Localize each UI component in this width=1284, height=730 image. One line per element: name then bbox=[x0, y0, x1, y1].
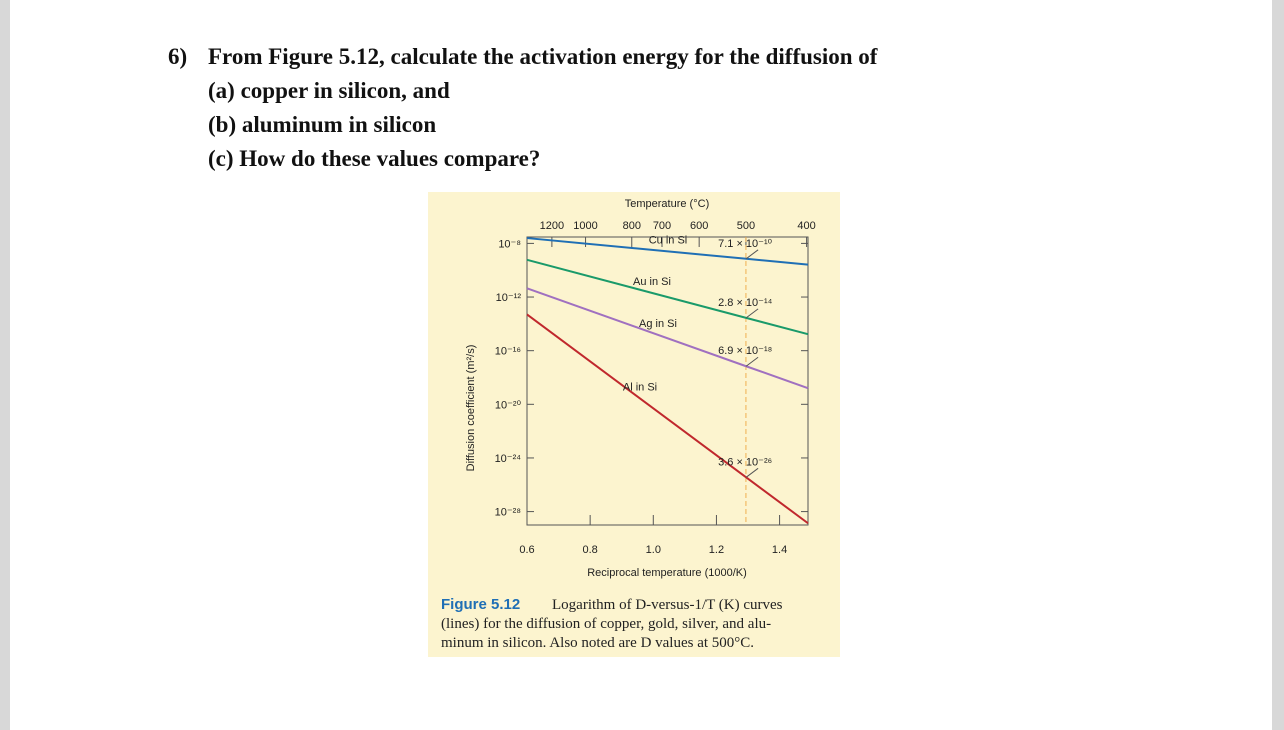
x-tick-label: 1.0 bbox=[646, 544, 661, 556]
series-line bbox=[526, 287, 809, 390]
value-pointer bbox=[745, 308, 759, 319]
x2-tick-label: 1200 bbox=[540, 220, 564, 232]
x2-tick-label: 400 bbox=[797, 220, 815, 232]
question-line: (a) copper in silicon, and bbox=[208, 78, 450, 103]
series-label: Cu in Si bbox=[649, 234, 688, 246]
value-pointer bbox=[745, 249, 759, 260]
caption-label: Figure 5.12 bbox=[441, 596, 520, 613]
y-tick-label: 10⁻¹² bbox=[496, 292, 522, 304]
x-tick-label: 0.6 bbox=[519, 544, 534, 556]
value-pointer bbox=[745, 467, 759, 478]
y-tick-label: 10⁻²⁴ bbox=[495, 453, 522, 465]
series-label: Au in Si bbox=[633, 276, 671, 288]
figure-background bbox=[428, 192, 840, 657]
y-axis-label: Diffusion coefficient (m²/s) bbox=[465, 345, 477, 472]
y-tick-label: 10⁻⁸ bbox=[498, 238, 521, 250]
left-border bbox=[0, 0, 10, 730]
question-line: (c) How do these values compare? bbox=[208, 146, 540, 171]
x-tick-label: 0.8 bbox=[582, 544, 597, 556]
question-line: (b) aluminum in silicon bbox=[208, 112, 436, 137]
series-label: Ag in Si bbox=[639, 318, 677, 330]
x2-axis-label: Temperature (°C) bbox=[625, 198, 709, 210]
value-pointer bbox=[745, 356, 759, 367]
value-label: 2.8 × 10⁻¹⁴ bbox=[718, 297, 773, 309]
right-border bbox=[1272, 0, 1284, 730]
x-axis-label: Reciprocal temperature (1000/K) bbox=[587, 567, 747, 579]
x2-tick-label: 500 bbox=[737, 220, 755, 232]
caption-line: minum in silicon. Also noted are D value… bbox=[441, 635, 754, 651]
x-tick-label: 1.4 bbox=[772, 544, 787, 556]
value-label: 6.9 × 10⁻¹⁸ bbox=[718, 345, 772, 357]
x2-tick-label: 700 bbox=[653, 220, 671, 232]
x2-tick-label: 1000 bbox=[573, 220, 597, 232]
caption-line: (lines) for the diffusion of copper, gol… bbox=[441, 616, 771, 632]
y-tick-label: 10⁻¹⁶ bbox=[495, 346, 521, 358]
x2-tick-label: 600 bbox=[690, 220, 708, 232]
plot-frame bbox=[526, 236, 809, 526]
y-tick-label: 10⁻²⁸ bbox=[495, 507, 521, 519]
question-number: 6) bbox=[168, 44, 187, 69]
question-line: From Figure 5.12, calculate the activati… bbox=[208, 44, 878, 69]
x2-tick-label: 800 bbox=[623, 220, 641, 232]
series-label: Al in Si bbox=[623, 381, 657, 393]
x-tick-label: 1.2 bbox=[709, 544, 724, 556]
caption-line: Logarithm of D-versus-1/T (K) curves bbox=[552, 597, 783, 613]
value-label: 7.1 × 10⁻¹⁰ bbox=[718, 238, 773, 250]
value-label: 3.6 × 10⁻²⁶ bbox=[718, 456, 772, 468]
y-tick-label: 10⁻²⁰ bbox=[495, 399, 522, 411]
